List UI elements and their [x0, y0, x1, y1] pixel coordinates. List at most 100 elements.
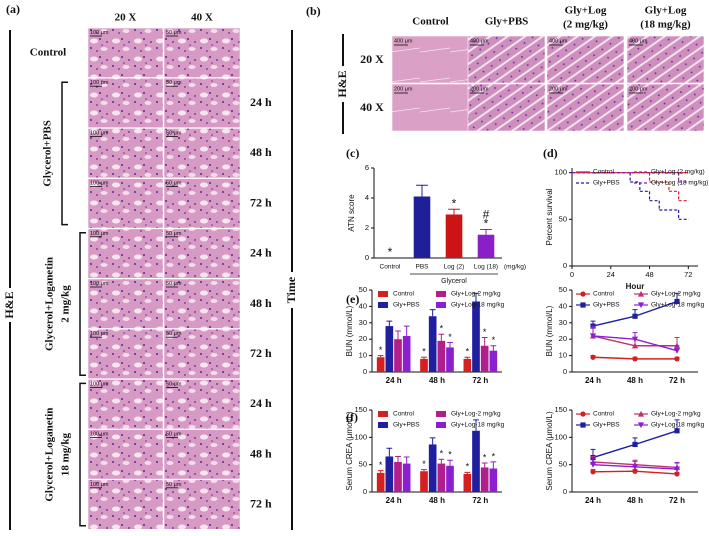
- legend-label: Gly+Log-18 mg/kg: [651, 422, 705, 429]
- error-bar: [448, 208, 460, 215]
- bar: [376, 357, 385, 372]
- x-tick-label: 24 h: [585, 496, 601, 505]
- legend-label: Gly+Log-18 mg/kg: [451, 302, 505, 309]
- error-bar: [438, 333, 445, 341]
- legend-label: Gly+Log-2 mg/kg: [451, 411, 501, 418]
- legend-label: Control: [393, 411, 415, 418]
- scale-label: 400 μm: [394, 38, 413, 44]
- marker: [589, 333, 597, 340]
- y-axis-label: Serum CREA (μmol/L): [545, 411, 554, 491]
- error-bar: [403, 325, 410, 336]
- column-header: Gly+Log: [645, 5, 687, 17]
- scale-label: 200 μm: [394, 86, 413, 92]
- group-label: 18 mg/kg: [60, 433, 72, 477]
- label-bg: [336, 66, 350, 102]
- significance-mark: *: [448, 332, 452, 342]
- scale-label: 100 μm: [90, 181, 109, 187]
- x-tick-label: PBS: [415, 264, 429, 271]
- scale-label: 100 μm: [90, 130, 109, 136]
- bar: [428, 316, 437, 372]
- y-axis-label: BUN (mmol/L): [345, 305, 354, 356]
- scale-label: 100 μm: [90, 482, 109, 488]
- marker: [632, 356, 638, 362]
- y-tick-label: 0: [563, 261, 567, 270]
- time-label: 72 h: [250, 346, 272, 360]
- y-tick-label: 0: [363, 367, 367, 376]
- bar: [463, 358, 472, 372]
- bracket: [61, 81, 68, 226]
- column-header: 20 X: [115, 12, 137, 24]
- y-tick-label: 40: [559, 301, 567, 310]
- y-tick-label: 30: [359, 318, 367, 327]
- x-tick-label: 0: [570, 270, 574, 279]
- time-label: 24 h: [250, 396, 272, 410]
- error-bar: [480, 229, 492, 235]
- marker: [631, 342, 639, 349]
- scale-label: 50 μm: [166, 331, 182, 337]
- significance-mark: *: [466, 462, 470, 472]
- y-tick-label: 150: [354, 405, 367, 414]
- marker: [580, 411, 586, 417]
- marker: [580, 302, 586, 308]
- significance-mark: *: [422, 347, 426, 357]
- group-label: 2 mg/kg: [60, 285, 72, 323]
- error-bar: [377, 355, 384, 358]
- bar: [394, 339, 402, 372]
- x-tick-label: Log (18): [474, 264, 498, 271]
- significance-mark: *: [492, 335, 496, 345]
- significance-mark: *: [452, 196, 457, 210]
- significance-mark: *: [440, 324, 444, 334]
- y-tick-label: 2: [365, 223, 369, 232]
- micrograph: [391, 83, 470, 132]
- error-bar: [490, 345, 497, 351]
- x-tick-label: 48: [645, 270, 653, 279]
- label-bg: [285, 272, 299, 308]
- x-tick-label: 72 h: [472, 496, 488, 505]
- stain-label: H&E: [2, 291, 16, 318]
- error-bar: [481, 462, 488, 468]
- micrograph: [391, 35, 470, 84]
- legend-label: Gly+Log-2 mg/kg: [651, 291, 701, 298]
- bar: [472, 430, 480, 492]
- panel-label: (a): [6, 2, 20, 16]
- bar: [489, 350, 498, 372]
- marker: [674, 356, 680, 362]
- group-label: Glycerol+PBS: [42, 120, 54, 187]
- x-tick-label: 72: [684, 270, 692, 279]
- legend-swatch: [378, 291, 388, 297]
- legend-swatch: [378, 422, 388, 428]
- marker: [674, 471, 680, 477]
- error-bar: [395, 330, 401, 340]
- y-tick-label: 4: [365, 193, 369, 202]
- micrograph: [546, 35, 625, 84]
- bar: [446, 465, 454, 492]
- error-bar: [447, 459, 453, 466]
- significance-mark: *: [466, 347, 470, 357]
- bar: [402, 335, 411, 372]
- x-tick-label: 24 h: [386, 376, 402, 385]
- bar: [402, 463, 411, 492]
- bar: [385, 326, 394, 372]
- error-bar: [421, 469, 427, 472]
- legend-label: Control: [393, 291, 415, 298]
- y-tick-label: 50: [359, 285, 367, 294]
- group-label: Control: [30, 47, 66, 59]
- error-bar: [429, 309, 436, 317]
- time-label: 48 h: [250, 296, 272, 310]
- significance-mark: *: [483, 327, 487, 337]
- error-bar: [473, 292, 479, 302]
- scale-label: 50 μm: [166, 231, 182, 237]
- scale-label: 200 μm: [549, 86, 568, 92]
- y-tick-label: 40: [359, 301, 367, 310]
- significance-mark: *: [379, 345, 383, 355]
- x-tick-label: 48 h: [429, 376, 445, 385]
- marker: [589, 462, 597, 468]
- marker: [632, 313, 638, 319]
- bar: [385, 456, 394, 492]
- significance-mark: *: [422, 459, 426, 469]
- legend-label: Control: [593, 169, 615, 176]
- x-group-label: Glycerol: [441, 278, 467, 285]
- y-tick-label: 10: [559, 351, 567, 360]
- y-tick-label: 30: [559, 318, 567, 327]
- bar: [428, 444, 437, 492]
